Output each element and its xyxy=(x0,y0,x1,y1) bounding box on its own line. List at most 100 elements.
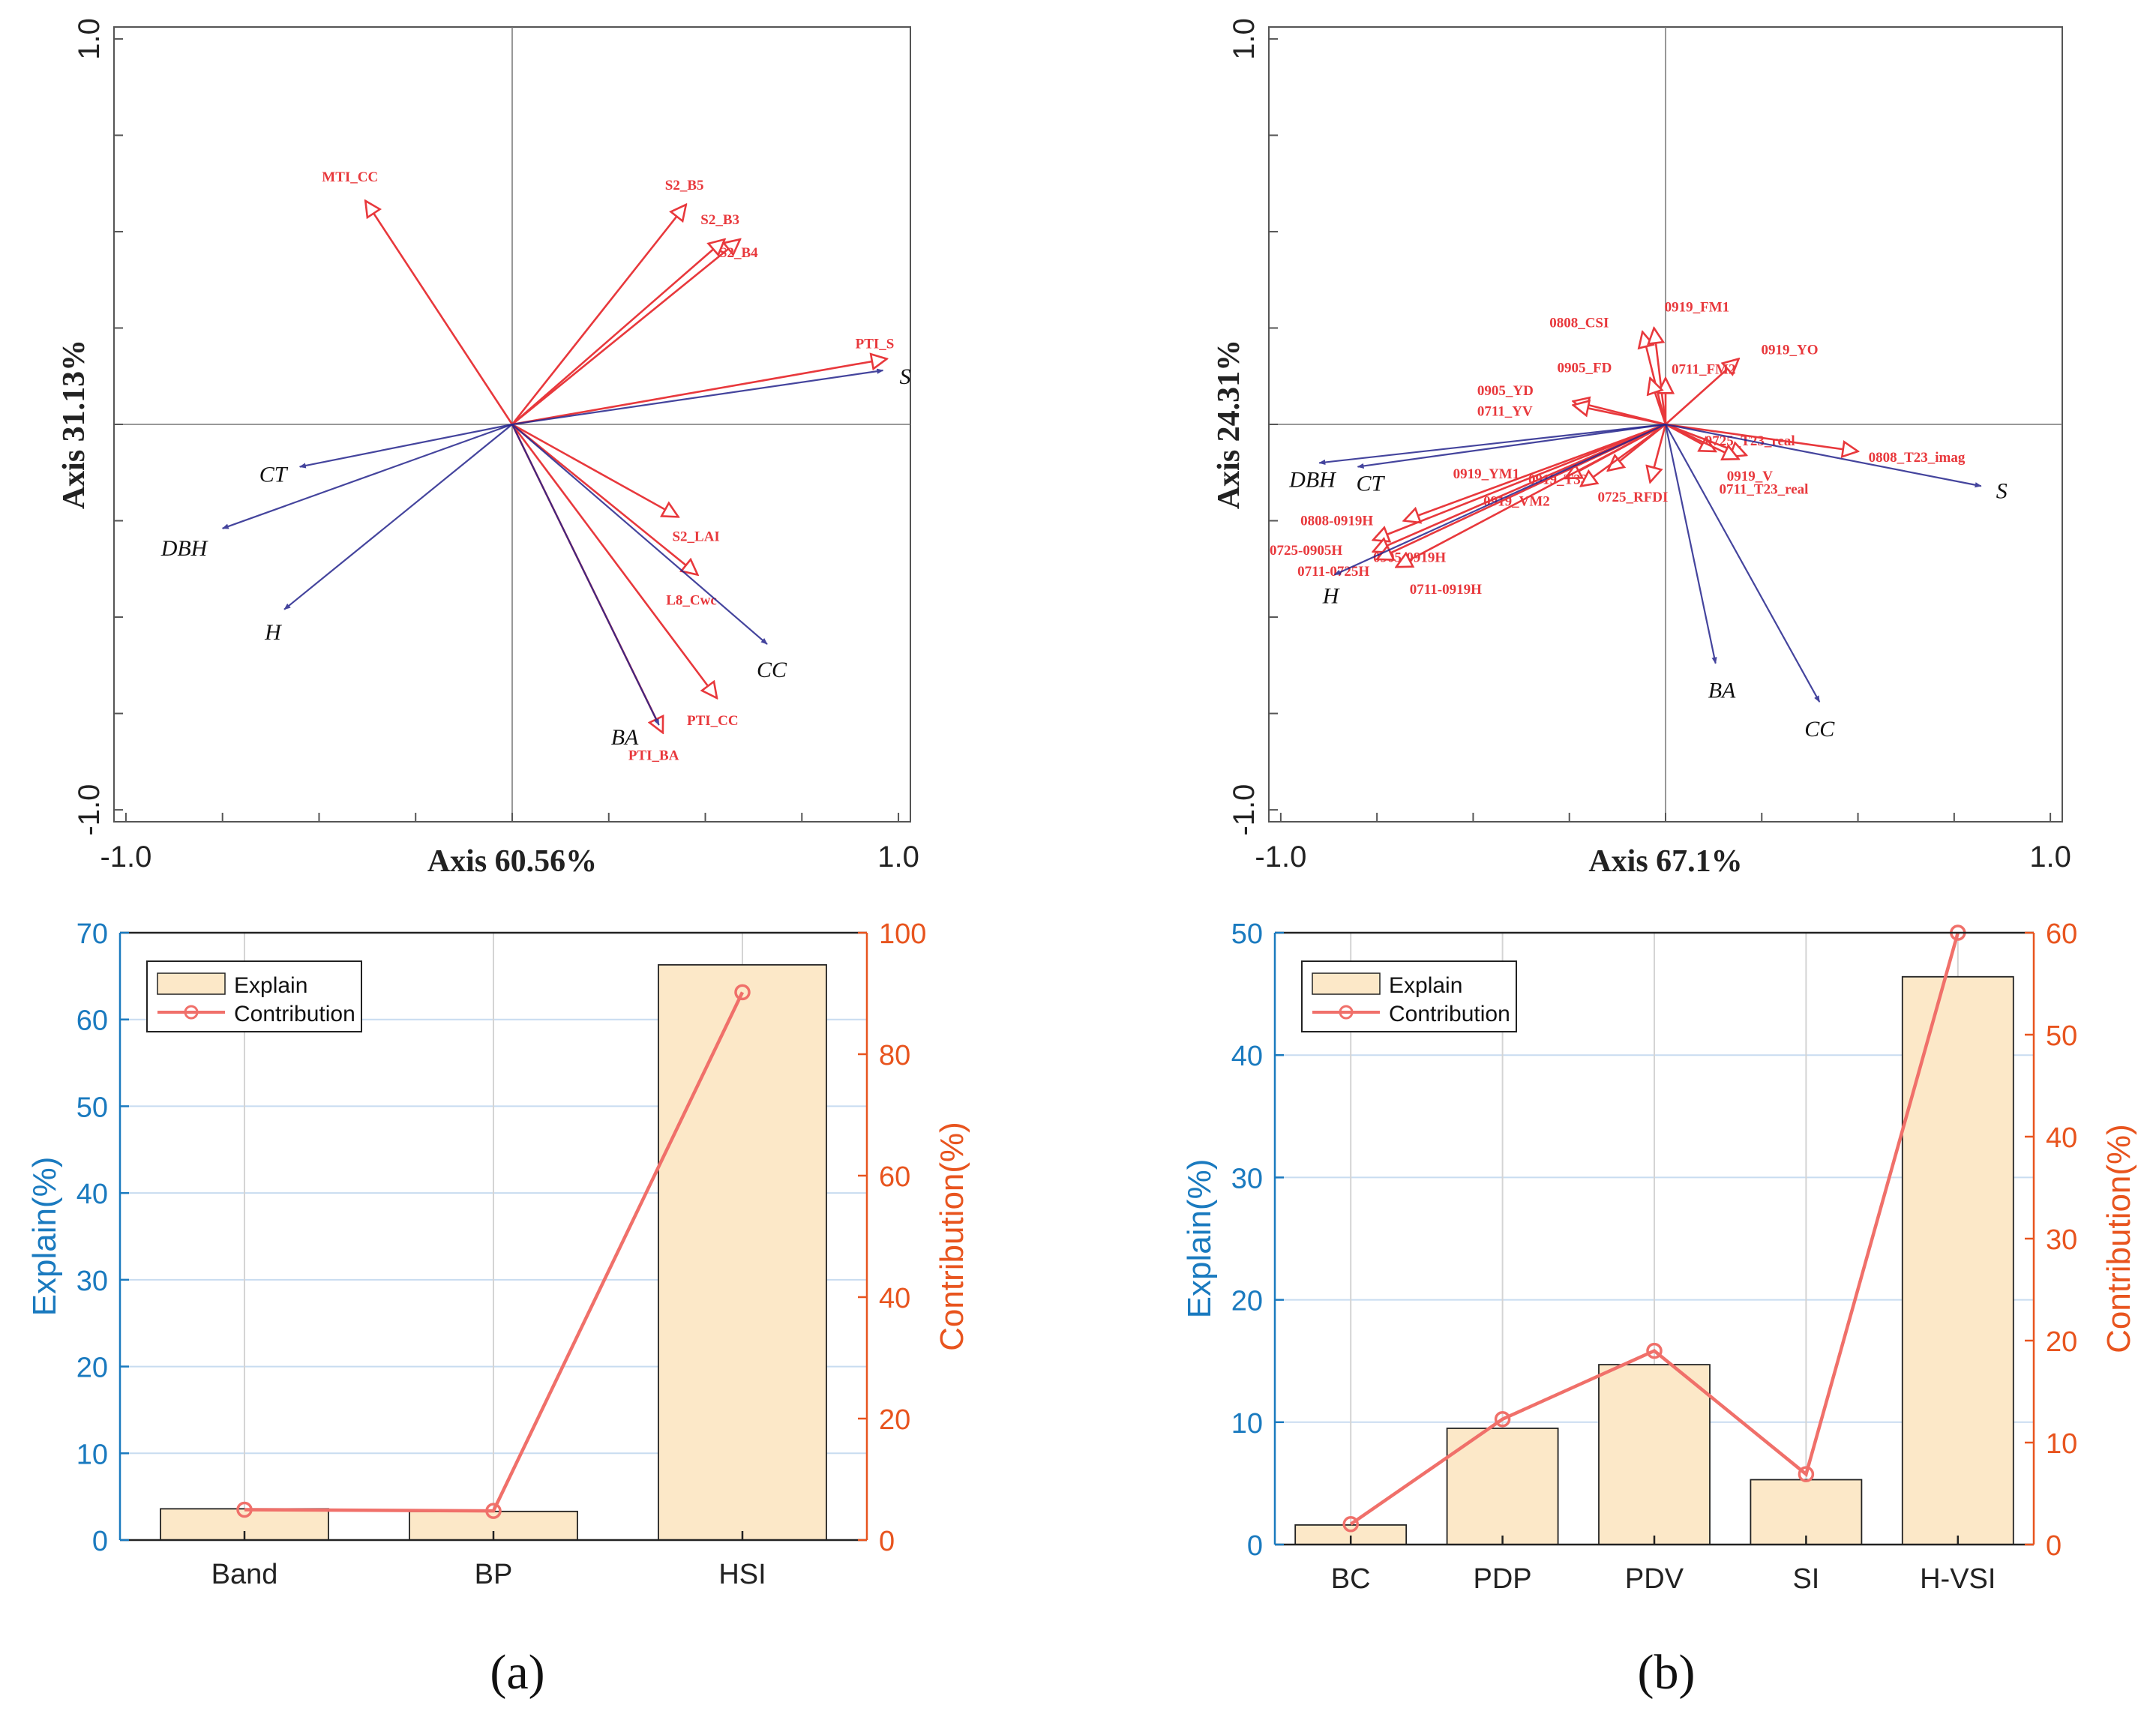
combo-b-legend-label-contribution: Contribution xyxy=(1389,1002,1510,1026)
panel-label-b: (b) xyxy=(1638,1645,1696,1700)
biplot-b-explanatory-arrow xyxy=(1373,423,1666,540)
biplot-b-explanatory-label: 0711_T23_real xyxy=(1719,481,1808,497)
combo-b-left-tick-label: 20 xyxy=(1231,1286,1263,1317)
combo-a-left-tick-label: 10 xyxy=(76,1439,108,1470)
combo-b-right-tick-label: 10 xyxy=(2046,1428,2077,1460)
biplot-b-explanatory-label: 0808_CSI xyxy=(1549,316,1609,331)
combo-a-left-tick-label: 40 xyxy=(76,1179,108,1210)
combo-b-x-tick-label: BC xyxy=(1331,1563,1371,1595)
biplot-b-explanatory-arrow xyxy=(1573,405,1666,426)
combo-b-right-tick-label: 60 xyxy=(2046,918,2077,950)
biplot-a-explanatory-label: S2_B5 xyxy=(665,178,704,193)
combo-a-contribution-line xyxy=(244,991,745,1513)
biplot-a-response-label: H xyxy=(264,620,283,645)
biplot-a-y-tick-label: 1.0 xyxy=(73,18,106,60)
combo-b-bar-explain xyxy=(1750,1479,1863,1545)
biplot-a-explanatory-arrow xyxy=(511,359,887,426)
biplot-b-x-tick-label: -1.0 xyxy=(1255,841,1306,873)
combo-a-left-tick-label: 0 xyxy=(92,1526,108,1557)
biplot-a-response-arrow xyxy=(221,423,513,529)
biplot-a-response-label: CT xyxy=(259,463,289,487)
biplot-b-explanatory-label: 0919_V xyxy=(1727,469,1774,484)
biplot-a-explanatory-label: PTI_BA xyxy=(628,748,679,763)
biplot-b-explanatory-label: 0711-0919H xyxy=(1410,582,1482,598)
biplot-b-response-label: S xyxy=(1996,478,2008,503)
combo-b-left-tick-label: 0 xyxy=(1247,1530,1263,1562)
biplot-a-explanatory-arrow xyxy=(511,239,740,426)
biplot-b-explanatory-arrow xyxy=(1650,424,1667,482)
combo-b-legend-swatch-explain xyxy=(1312,972,1381,995)
biplot-b-explanatory-label: 0725-0905H xyxy=(1270,543,1342,559)
combo-a-right-tick-label: 60 xyxy=(879,1161,910,1193)
biplot-b-explanatory-label: 0711-0725H xyxy=(1297,564,1369,580)
biplot-b-explanatory-label: 0711_FM2 xyxy=(1672,361,1736,377)
biplot-b-y-tick-label: -1.0 xyxy=(1228,784,1261,836)
combo-b-contribution-point xyxy=(1798,1466,1815,1482)
biplot-a-explanatory-arrow xyxy=(511,205,686,425)
combo-b-right-tick-label: 50 xyxy=(2046,1020,2077,1052)
biplot-a-y-tick-label: -1.0 xyxy=(73,784,106,836)
combo-a-right-tick-label: 100 xyxy=(879,918,926,950)
biplot-a-explanatory-label: PTI_CC xyxy=(687,713,739,729)
biplot-b-explanatory-label: 0919_VM2 xyxy=(1483,493,1550,509)
biplot-a-explanatory-label: L8_Cwc xyxy=(666,592,717,608)
combo-a-bar-explain xyxy=(658,963,827,1541)
panel-label-a: (a) xyxy=(490,1645,544,1700)
combo-a-legend-label-explain: Explain xyxy=(234,973,307,998)
combo-b-left-axis-title: Explain(%) xyxy=(1181,1159,1218,1319)
combo-a-left-tick-label: 50 xyxy=(76,1092,108,1123)
combo-b-contribution-point xyxy=(1494,1410,1511,1428)
biplot-b-explanatory-arrow xyxy=(1396,423,1666,567)
combo-a-left-tick-label: 30 xyxy=(76,1266,108,1297)
biplot-a-response-label: DBH xyxy=(160,536,209,561)
biplot-b-explanatory-label: 0905_YD xyxy=(1477,383,1534,399)
combo-b-left-tick-label: 30 xyxy=(1231,1163,1263,1194)
biplot-b-explanatory-label: 0905_FD xyxy=(1557,360,1612,376)
biplot-b-explanatory-arrow xyxy=(1665,423,1858,451)
combo-b-right-axis-title: Contribution(%) xyxy=(2101,1124,2137,1353)
biplot-b-response-label: CT xyxy=(1356,472,1385,496)
biplot-b-y-tick-label: 1.0 xyxy=(1228,18,1261,60)
combo-b-contribution-point xyxy=(1342,1516,1359,1533)
biplot-b-x-axis-title: Axis 67.1% xyxy=(1588,844,1742,879)
biplot-a-explanatory-arrow xyxy=(511,424,717,698)
biplot-a-response-arrow xyxy=(511,424,660,726)
biplot-b-response-arrow xyxy=(1665,423,1982,488)
combo-b-contribution-point xyxy=(1646,1342,1663,1359)
biplot-b-explanatory-arrow xyxy=(1373,423,1666,552)
combo-a-left-tick-label: 20 xyxy=(76,1353,108,1384)
combo-b-bar-explain xyxy=(1901,975,2014,1545)
biplot-a-explanatory-label: S2_B4 xyxy=(719,245,758,261)
combo-b-right-tick-label: 40 xyxy=(2046,1122,2077,1154)
biplot-b-explanatory-label: 0919_YO xyxy=(1761,343,1818,358)
biplot-b-explanatory-label: 0808_T23_imag xyxy=(1869,450,1966,466)
biplot-a-x-tick-label: -1.0 xyxy=(100,841,151,873)
biplot-a-response-arrow xyxy=(511,424,768,645)
combo-a-x-tick-label: Band xyxy=(211,1559,278,1590)
biplot-b-explanatory-label: 0725_RFDI xyxy=(1597,490,1668,505)
biplot-b-response-label: DBH xyxy=(1288,467,1337,492)
biplot-b-response-arrow xyxy=(1357,423,1666,469)
biplot-b-explanatory-label: 0919_T33 xyxy=(1528,472,1588,488)
biplot-a-response-arrow xyxy=(298,423,513,469)
biplot-a-explanatory-label: PTI_S xyxy=(856,337,895,352)
biplot-b-explanatory-label: 0808-0919H xyxy=(1300,514,1373,529)
combo-a-legend-label-contribution: Contribution xyxy=(234,1002,355,1026)
biplot-b-explanatory-arrow xyxy=(1650,378,1667,425)
biplot-b-response-arrow xyxy=(1333,423,1666,576)
biplot-b-explanatory-label: 0919_YM1 xyxy=(1453,466,1520,482)
biplot-a-response-label: CC xyxy=(757,658,787,682)
biplot-a-x-tick-label: 1.0 xyxy=(877,841,919,873)
biplot-a-explanatory-arrow xyxy=(365,201,514,425)
combo-a-left-tick-label: 70 xyxy=(76,918,108,950)
combo-a-right-tick-label: 80 xyxy=(879,1040,910,1071)
biplot-b-response-arrow xyxy=(1664,424,1717,664)
combo-a-left-axis-title: Explain(%) xyxy=(26,1157,63,1317)
biplot-a-explanatory-label: MTI_CC xyxy=(322,169,378,185)
biplot-b-explanatory-arrow xyxy=(1581,423,1666,486)
biplot-a-x-axis-title: Axis 60.56% xyxy=(427,844,597,879)
combo-b-bar-explain xyxy=(1598,1364,1711,1545)
combo-a-contribution-point xyxy=(734,984,751,1001)
biplot-b-explanatory-label: 0711_YV xyxy=(1477,403,1533,419)
